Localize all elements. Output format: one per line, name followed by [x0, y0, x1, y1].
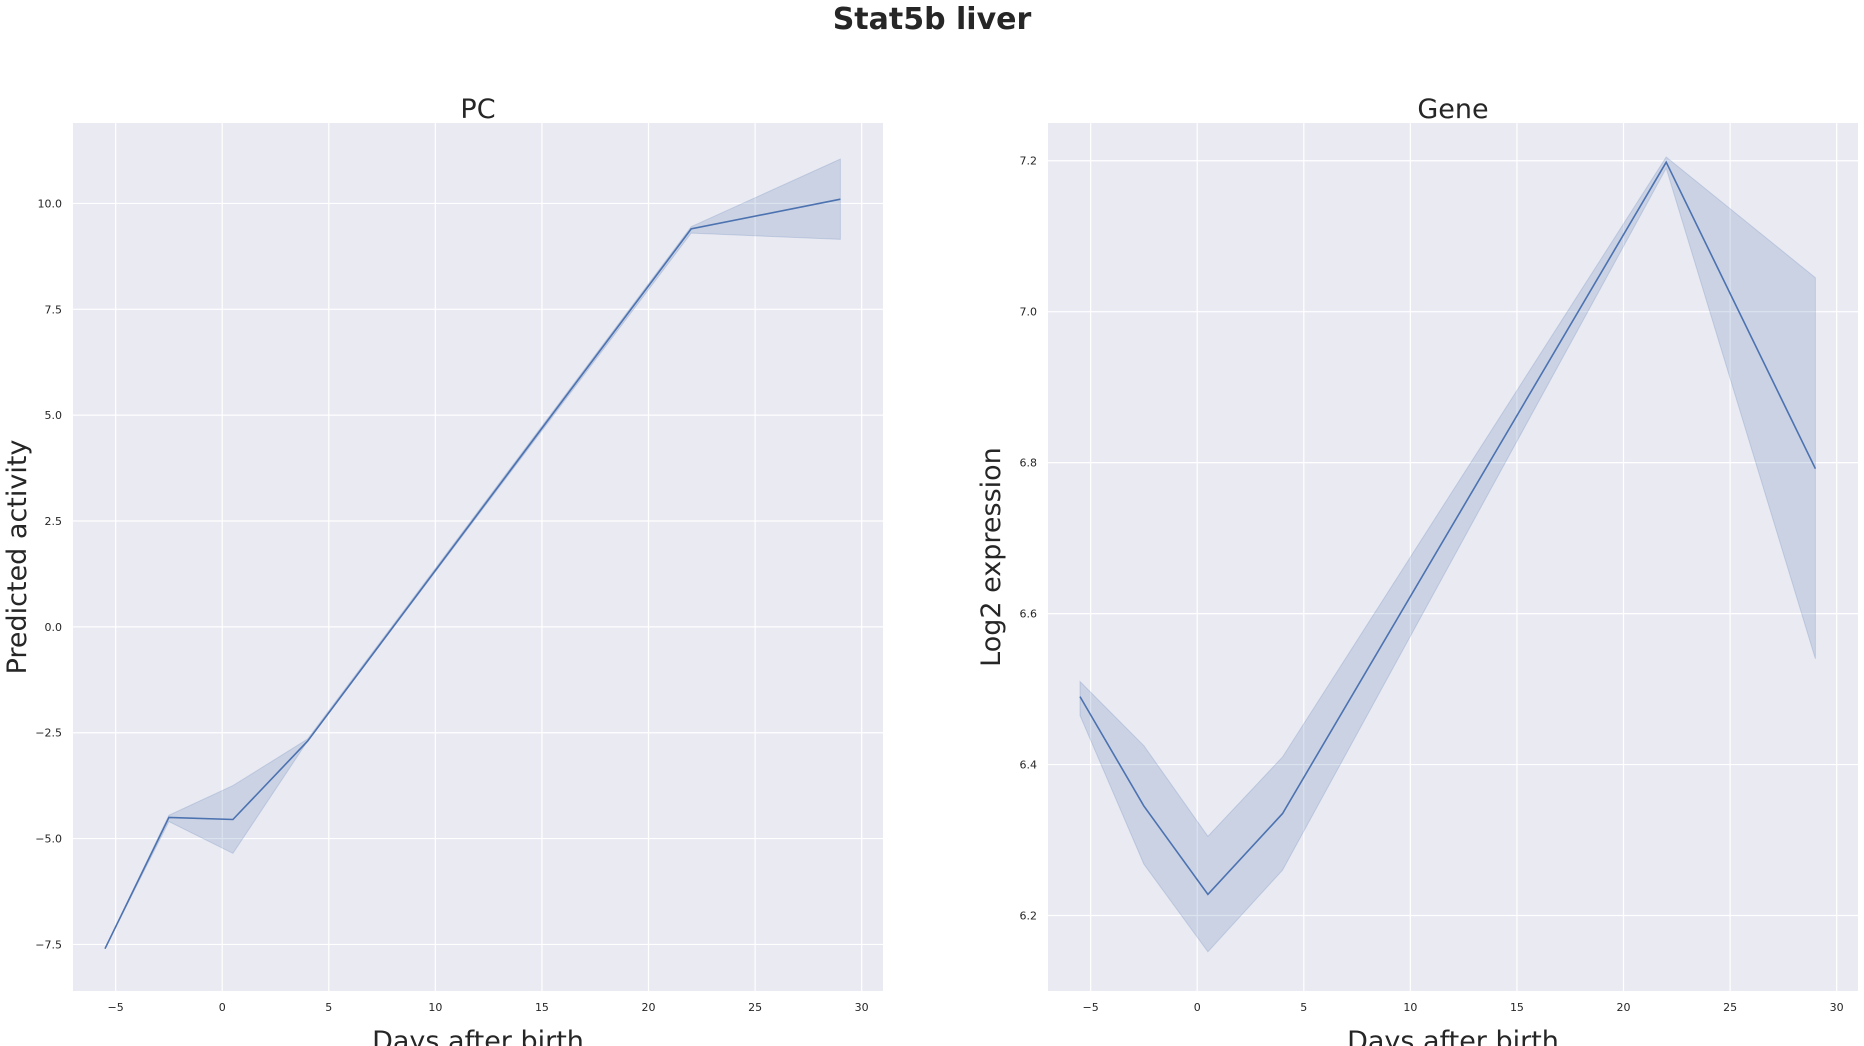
y-tick-label: 7.5	[45, 303, 63, 316]
x-tick-label: 20	[642, 1001, 656, 1014]
y-axis-label: Log2 expression	[976, 447, 1007, 667]
x-tick-label: 20	[1617, 1001, 1631, 1014]
x-tick-label: −5	[108, 1001, 124, 1014]
y-tick-label: 5.0	[45, 409, 63, 422]
figure-title: Stat5b liver	[832, 2, 1032, 37]
x-axis-label: Days after birth	[1347, 1026, 1559, 1046]
x-tick-label: 25	[1723, 1001, 1737, 1014]
y-tick-label: −7.5	[35, 938, 62, 951]
chart-panel-2: −5 0 5 10 15 20 25 30 6.2 6.4 6.6 6.8 7.0 7.2 Gene Days…	[976, 94, 1858, 1046]
confidence-band	[1079, 156, 1816, 953]
y-tick-label: 0.0	[45, 621, 63, 634]
series-line	[1079, 160, 1817, 896]
plot-area	[1048, 123, 1858, 991]
x-tick-label: 30	[855, 1001, 869, 1014]
y-tick-label: 10.0	[38, 197, 63, 210]
y-tick-label: 2.5	[45, 515, 63, 528]
x-axis-label: Days after birth	[372, 1026, 584, 1046]
x-tick-label: 25	[748, 1001, 762, 1014]
x-tick-label: 0	[219, 1001, 226, 1014]
x-tick-label: 15	[535, 1001, 549, 1014]
x-tick-label: 0	[1194, 1001, 1201, 1014]
x-tick-label: 10	[428, 1001, 442, 1014]
x-tick-label: 30	[1830, 1001, 1844, 1014]
panel-title: PC	[460, 94, 495, 125]
plot-area	[73, 123, 883, 991]
y-tick-label: 7.2	[1020, 155, 1038, 168]
y-tick-label: 7.0	[1020, 306, 1038, 319]
y-axis-label: Predicted activity	[2, 440, 33, 675]
y-tick-label: −5.0	[35, 833, 62, 846]
y-tick-label: 6.2	[1020, 910, 1038, 923]
y-tick-label: 6.8	[1020, 457, 1038, 470]
panel-title: Gene	[1417, 94, 1488, 125]
x-tick-label: 5	[1300, 1001, 1307, 1014]
x-tick-label: 5	[325, 1001, 332, 1014]
y-tick-label: 6.6	[1020, 608, 1038, 621]
x-tick-label: 10	[1403, 1001, 1417, 1014]
series-line	[104, 198, 841, 950]
y-tick-label: −2.5	[35, 727, 62, 740]
x-tick-label: −5	[1083, 1001, 1099, 1014]
y-tick-label: 6.4	[1020, 759, 1038, 772]
chart-panel-1: −5 0 5 10 15 20 25 30 −7.5 −5.0 −2.5 0.0 2.5 5.0 7.5 10…	[2, 94, 883, 1046]
x-tick-label: 15	[1510, 1001, 1524, 1014]
